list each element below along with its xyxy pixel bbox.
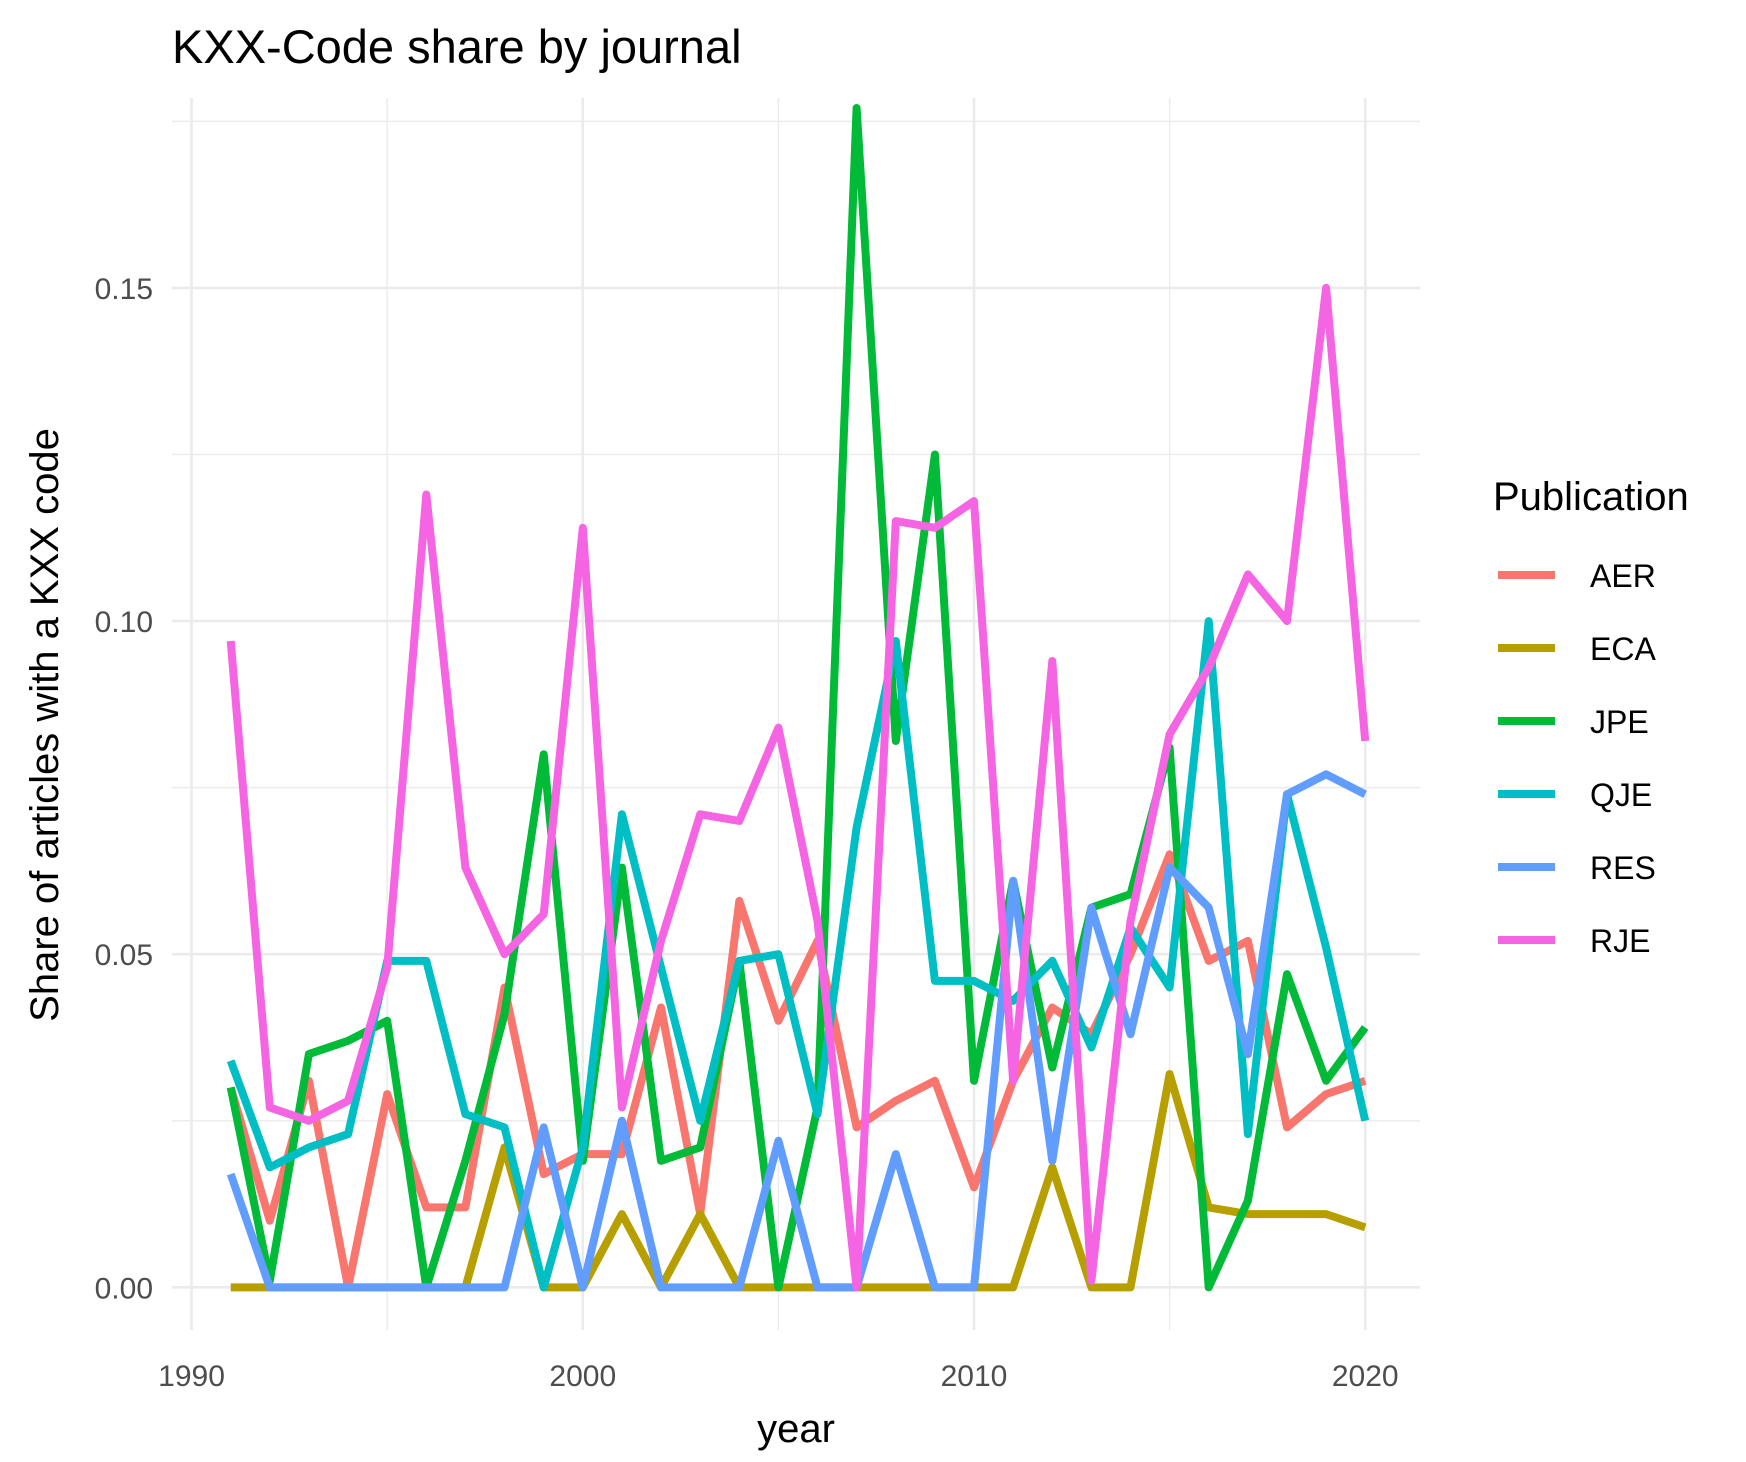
y-axis-title: Share of articles with a KXX code xyxy=(23,428,67,1022)
legend: Publication AER ECA JPE QJE RES RJE xyxy=(1493,475,1689,959)
y-tick-label: 0.05 xyxy=(95,939,153,972)
y-tick-label: 0.10 xyxy=(95,606,153,639)
x-tick-label: 2020 xyxy=(1332,1360,1399,1393)
legend-items: AER ECA JPE QJE RES RJE xyxy=(1498,558,1656,959)
legend-label: AER xyxy=(1590,558,1656,594)
legend-label: RJE xyxy=(1590,923,1650,959)
series-line-rje xyxy=(226,283,1370,1292)
legend-item-rje: RJE xyxy=(1498,923,1650,959)
legend-item-aer: AER xyxy=(1498,558,1656,594)
chart-title: KXX-Code share by journal xyxy=(172,20,742,73)
legend-item-eca: ECA xyxy=(1498,631,1656,667)
legend-title: Publication xyxy=(1493,475,1689,519)
series-line-res xyxy=(226,770,1368,1292)
legend-item-jpe: JPE xyxy=(1498,704,1649,740)
x-axis-ticks: 1990 2000 2010 2020 xyxy=(158,1360,1398,1393)
legend-item-res: RES xyxy=(1498,850,1656,886)
legend-label: ECA xyxy=(1590,631,1656,667)
x-tick-label: 2010 xyxy=(941,1360,1008,1393)
y-tick-label: 0.15 xyxy=(95,273,153,306)
x-tick-label: 1990 xyxy=(158,1360,225,1393)
series-lines xyxy=(226,104,1370,1292)
legend-label: JPE xyxy=(1590,704,1649,740)
x-axis-title: year xyxy=(757,1407,835,1451)
legend-label: QJE xyxy=(1590,777,1652,813)
y-tick-label: 0.00 xyxy=(95,1272,153,1305)
legend-label: RES xyxy=(1590,850,1656,886)
y-axis-ticks: 0.00 0.05 0.10 0.15 xyxy=(95,273,153,1305)
legend-item-qje: QJE xyxy=(1498,777,1652,813)
series-line-qje xyxy=(226,617,1370,1292)
series-line-jpe xyxy=(226,104,1369,1292)
x-tick-label: 2000 xyxy=(549,1360,616,1393)
